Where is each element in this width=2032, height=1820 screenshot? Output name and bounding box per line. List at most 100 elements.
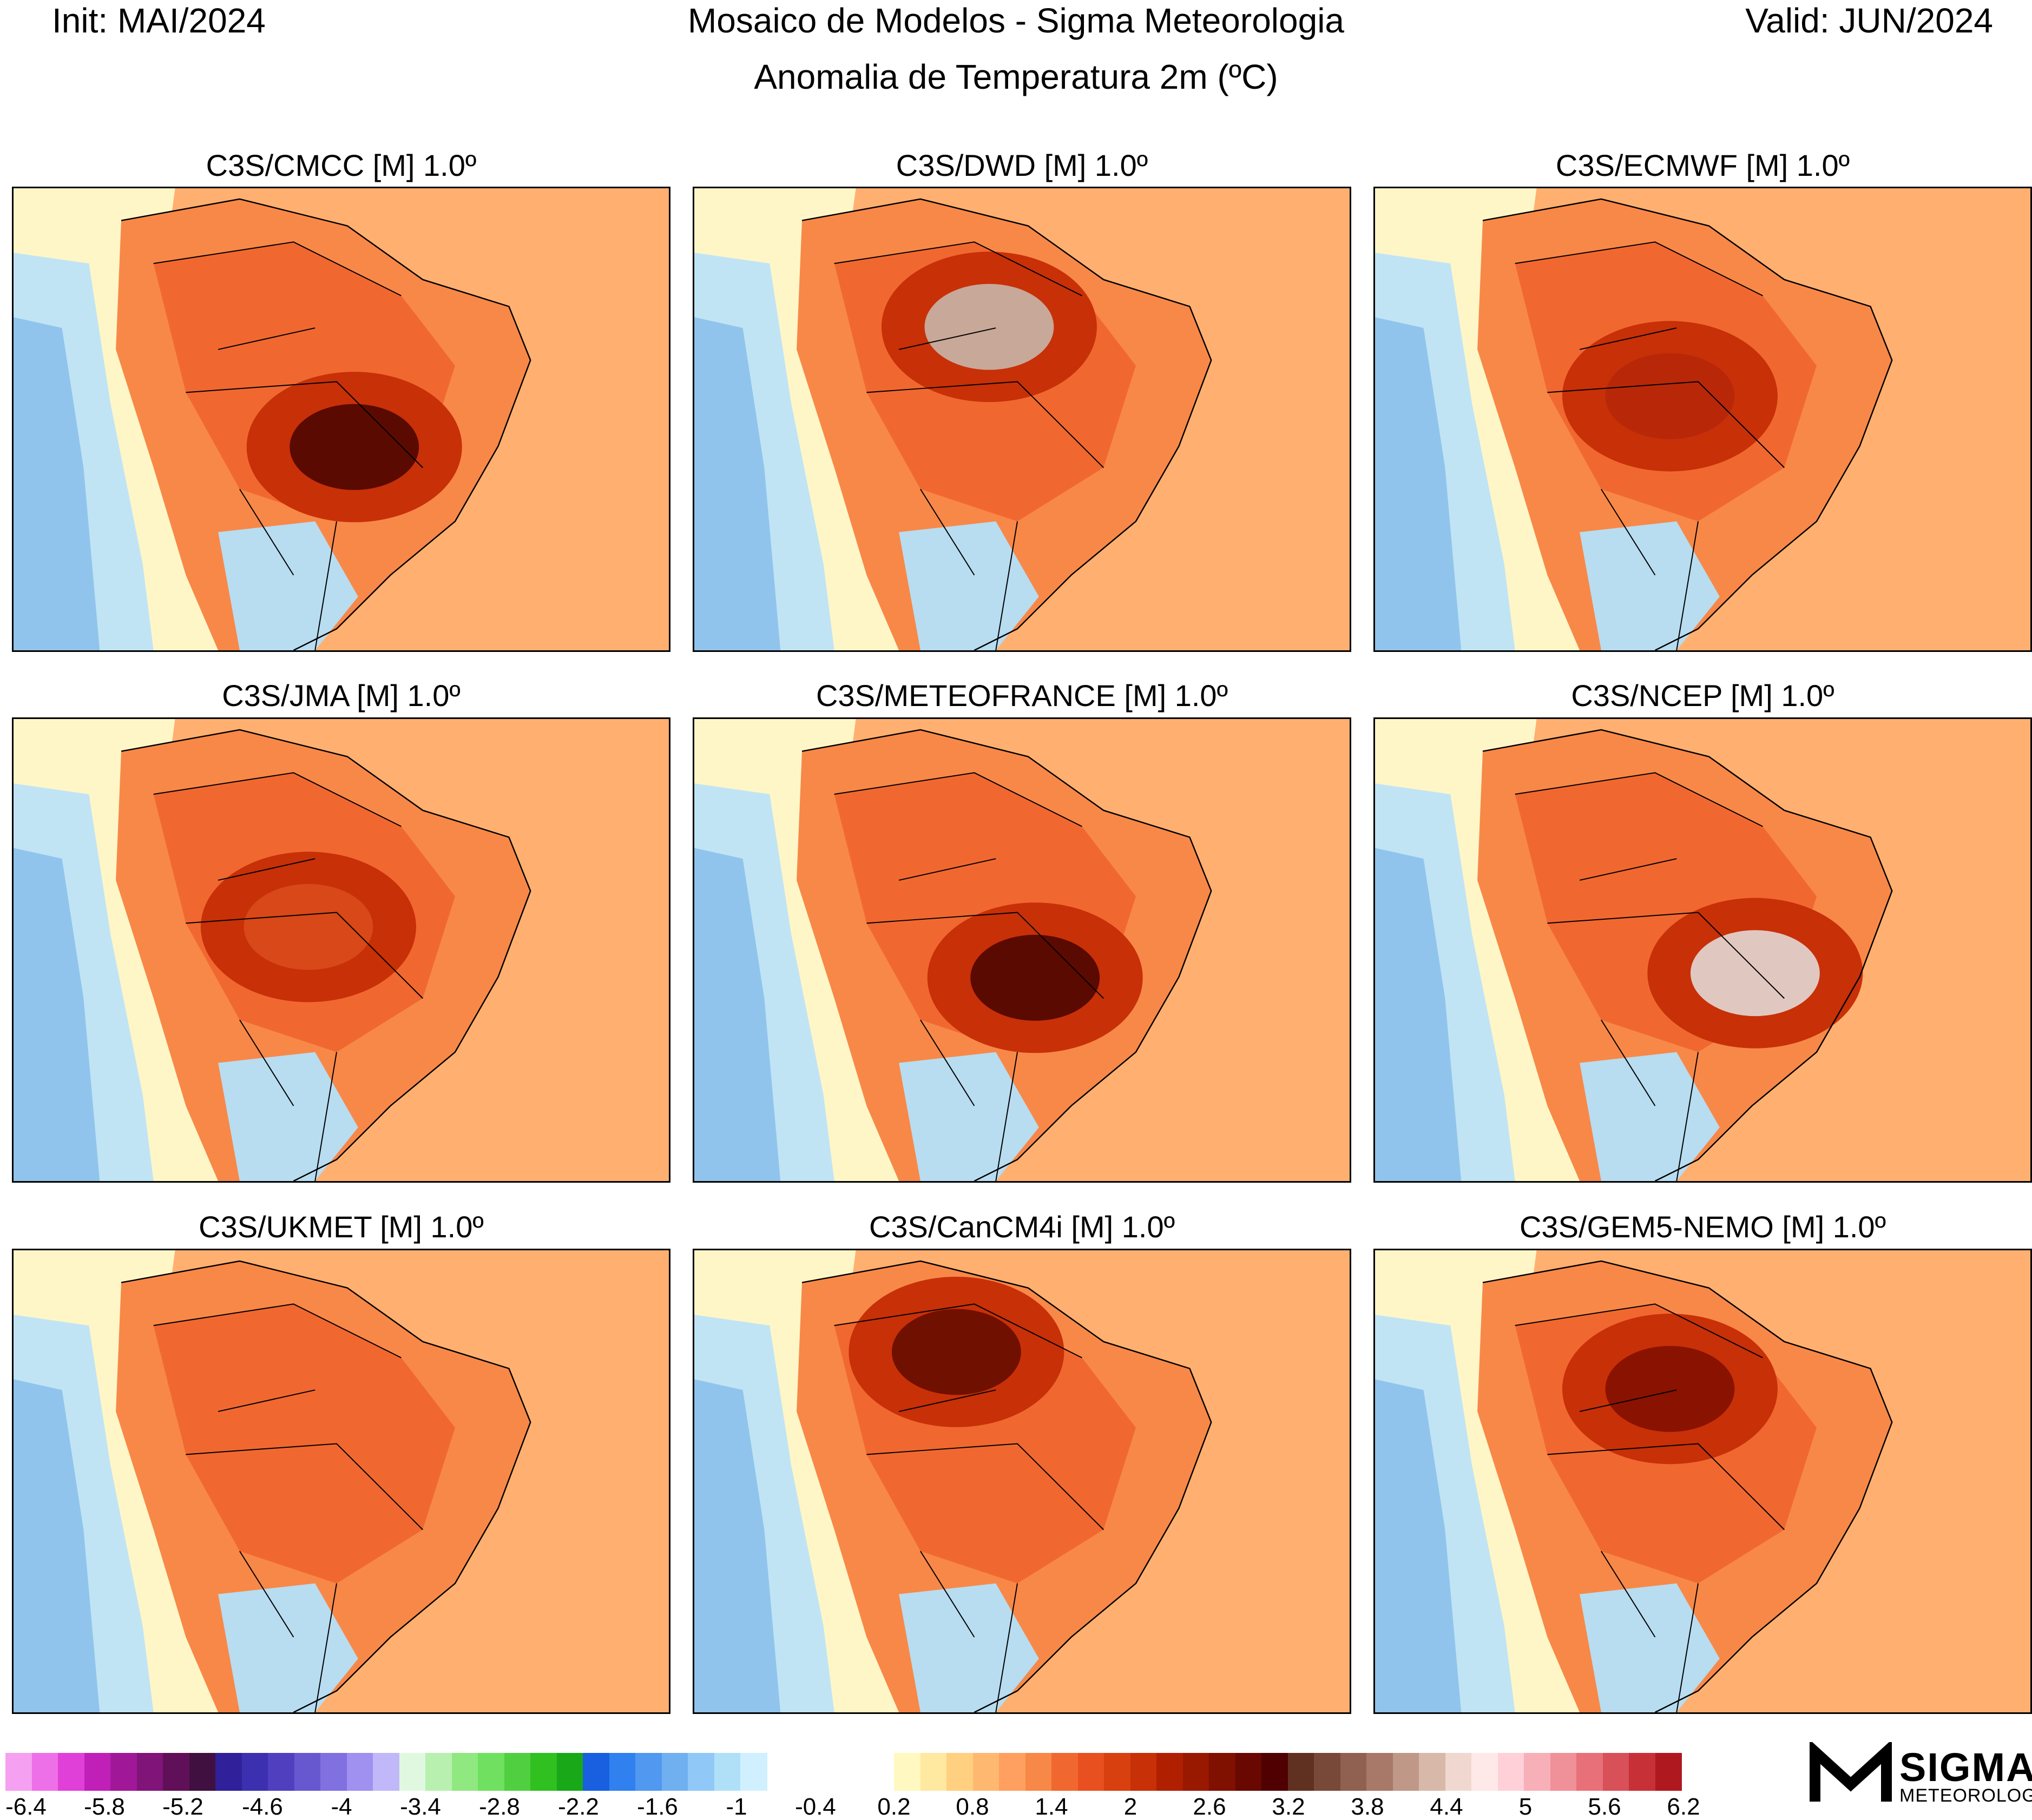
anomaly-map bbox=[1375, 1250, 2030, 1712]
colorbar-cell bbox=[294, 1753, 321, 1791]
panel-title: C3S/NCEP [M] 1.0º bbox=[1571, 678, 1834, 713]
hot-anomaly-core bbox=[244, 883, 373, 970]
anomaly-map bbox=[14, 719, 669, 1181]
cool-anomaly-south bbox=[899, 1583, 1039, 1712]
colorbar-cell bbox=[1602, 1753, 1629, 1791]
colorbar-cell bbox=[1314, 1753, 1341, 1791]
anomaly-map bbox=[14, 188, 669, 650]
cool-anomaly-core bbox=[694, 848, 781, 1181]
colorbar-cell bbox=[1550, 1753, 1577, 1791]
colorbar-cell bbox=[740, 1753, 767, 1791]
colorbar-cell bbox=[451, 1753, 478, 1791]
colorbar-cell bbox=[1524, 1753, 1551, 1791]
country-borders bbox=[1515, 772, 1785, 1181]
anomaly-map bbox=[694, 719, 1350, 1181]
country-borders bbox=[153, 1303, 423, 1712]
colorbar-cell bbox=[320, 1753, 347, 1791]
cool-anomaly-south bbox=[1580, 1583, 1720, 1712]
colorbar-tick-label: -5.2 bbox=[162, 1793, 203, 1820]
hot-anomaly-core bbox=[924, 283, 1054, 370]
main-title: Mosaico de Modelos - Sigma Meteorologia bbox=[687, 1, 1345, 40]
cool-anomaly-core bbox=[1375, 1379, 1462, 1712]
map-panel bbox=[12, 1249, 670, 1714]
colorbar-cell bbox=[215, 1753, 242, 1791]
cool-anomaly-core bbox=[14, 848, 100, 1181]
colorbar-tick-label: -1 bbox=[726, 1793, 747, 1820]
valid-label: Valid: JUN/2024 bbox=[1745, 1, 1993, 40]
panel-title: C3S/UKMET [M] 1.0º bbox=[199, 1210, 484, 1244]
colorbar-cell bbox=[1077, 1753, 1104, 1791]
colorbar-tick-label: -4.6 bbox=[242, 1793, 283, 1820]
country-borders bbox=[834, 772, 1104, 1181]
colorbar-tick-label: -6.4 bbox=[5, 1793, 47, 1820]
colorbar-cell bbox=[189, 1753, 216, 1791]
colorbar-cell bbox=[1576, 1753, 1603, 1791]
cool-anomaly-south bbox=[1580, 1052, 1720, 1181]
colorbar-cell bbox=[609, 1753, 636, 1791]
colorbar-cell bbox=[1629, 1753, 1656, 1791]
country-borders bbox=[834, 1303, 1104, 1712]
colorbar-tick-label: -2.2 bbox=[558, 1793, 599, 1820]
colorbar-tick-label: -0.4 bbox=[795, 1793, 836, 1820]
subtitle: Anomalia de Temperatura 2m (ºC) bbox=[754, 57, 1278, 96]
sigma-logo: SIGMA METEOROLOGIA bbox=[1807, 1739, 2032, 1807]
colorbar-cell bbox=[163, 1753, 190, 1791]
cool-anomaly-south bbox=[1580, 521, 1720, 650]
colorbar-cell bbox=[530, 1753, 557, 1791]
colorbar-cell bbox=[1104, 1753, 1131, 1791]
colorbar-cell bbox=[110, 1753, 137, 1791]
panel-title: C3S/GEM5-NEMO [M] 1.0º bbox=[1519, 1210, 1886, 1244]
colorbar-tick-label: 3.2 bbox=[1272, 1793, 1305, 1820]
hot-anomaly-core bbox=[970, 934, 1100, 1021]
colorbar-cell bbox=[425, 1753, 452, 1791]
colorbar-cell bbox=[268, 1753, 295, 1791]
colorbar-cell bbox=[999, 1753, 1026, 1791]
colorbar-cell bbox=[1209, 1753, 1236, 1791]
cool-anomaly-core bbox=[14, 1379, 100, 1712]
country-borders bbox=[834, 241, 1104, 650]
colorbar-cell bbox=[1235, 1753, 1262, 1791]
colorbar-cell bbox=[946, 1753, 974, 1791]
colorbar-tick-label: 3.8 bbox=[1351, 1793, 1384, 1820]
coastline bbox=[121, 1260, 531, 1712]
colorbar-cell bbox=[373, 1753, 400, 1791]
coastline bbox=[121, 729, 531, 1181]
colorbar-cell bbox=[1051, 1753, 1079, 1791]
colorbar-cell bbox=[1471, 1753, 1498, 1791]
map-panel bbox=[693, 187, 1351, 652]
coastline bbox=[1482, 198, 1893, 650]
cool-anomaly-south bbox=[899, 521, 1039, 650]
panel-title: C3S/DWD [M] 1.0º bbox=[896, 148, 1148, 182]
colorbar-cell bbox=[1366, 1753, 1393, 1791]
panel-title: C3S/ECMWF [M] 1.0º bbox=[1555, 148, 1850, 182]
cool-anomaly-core bbox=[694, 317, 781, 650]
colorbar-cell bbox=[688, 1753, 715, 1791]
colorbar-cell bbox=[1130, 1753, 1157, 1791]
coastline bbox=[801, 198, 1212, 650]
cool-anomaly-south bbox=[218, 1052, 358, 1181]
anomaly-map bbox=[14, 1250, 669, 1712]
colorbar-cell bbox=[504, 1753, 531, 1791]
country-borders bbox=[153, 772, 423, 1181]
colorbar-tick-label: 1.4 bbox=[1035, 1793, 1068, 1820]
colorbar-cell bbox=[714, 1753, 741, 1791]
country-borders bbox=[1515, 241, 1785, 650]
sigma-logo-icon bbox=[1810, 1739, 1892, 1802]
colorbar-tick-label: -3.4 bbox=[400, 1793, 441, 1820]
colorbar-cell bbox=[84, 1753, 111, 1791]
colorbar-cell bbox=[1182, 1753, 1209, 1791]
colorbar-cell bbox=[920, 1753, 947, 1791]
hot-anomaly-core bbox=[1690, 930, 1820, 1017]
colorbar-tick-label: 0.2 bbox=[877, 1793, 911, 1820]
cool-anomaly-south bbox=[899, 1052, 1039, 1181]
colorbar-tick-label: -1.6 bbox=[637, 1793, 678, 1820]
colorbar-cell bbox=[1655, 1753, 1682, 1791]
colorbar-cell bbox=[1340, 1753, 1367, 1791]
colorbar-cell bbox=[1497, 1753, 1524, 1791]
country-borders bbox=[153, 241, 423, 650]
map-panel bbox=[693, 1249, 1351, 1714]
colorbar-cell bbox=[58, 1753, 85, 1791]
colorbar-cell bbox=[399, 1753, 426, 1791]
colorbar-cell bbox=[478, 1753, 505, 1791]
panel-title: C3S/JMA [M] 1.0º bbox=[222, 678, 461, 713]
